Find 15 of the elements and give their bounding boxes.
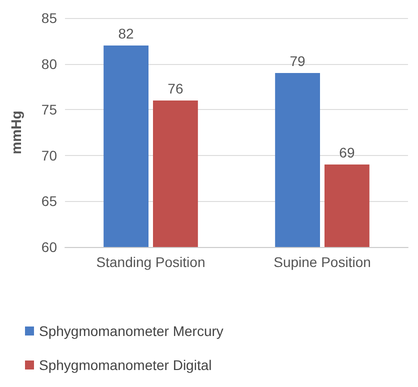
y-tick-label: 85 [41, 10, 58, 26]
y-tick-label: 65 [41, 193, 58, 210]
data-label: 79 [290, 52, 306, 69]
y-tick-label: 70 [41, 147, 58, 164]
y-axis-title: mmHg [8, 110, 24, 154]
y-tick-label: 80 [41, 56, 58, 72]
legend-label: Sphygmomanometer Digital [39, 357, 212, 373]
legend-label: Sphygmomanometer Mercury [39, 323, 224, 339]
data-label: 76 [168, 80, 184, 96]
x-tick-label: Standing Position [96, 254, 206, 270]
y-tick-label: 60 [41, 239, 58, 255]
y-tick-label: 75 [41, 102, 58, 118]
data-label: 69 [339, 144, 355, 161]
x-tick-label: Supine Position [274, 254, 371, 270]
data-label: 82 [118, 25, 134, 42]
